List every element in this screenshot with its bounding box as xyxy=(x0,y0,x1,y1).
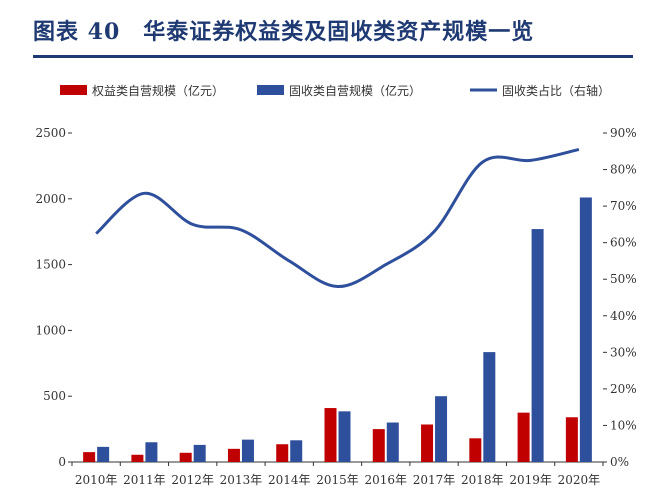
bar-equity xyxy=(227,448,240,462)
x-tick-label: 2010年 xyxy=(75,473,118,487)
y-right-tick-label: 40% xyxy=(610,309,637,323)
legend-swatch-0 xyxy=(60,85,87,95)
ratio-line xyxy=(95,147,580,289)
bar-equity xyxy=(131,454,144,462)
bar-fixed-income xyxy=(483,352,496,462)
bar-fixed-income xyxy=(290,440,303,462)
title-rule xyxy=(33,55,633,58)
x-tick-label: 2018年 xyxy=(461,473,504,487)
bar-equity xyxy=(517,412,530,462)
legend-label-1: 固收类自营规模（亿元） xyxy=(289,83,421,98)
bar-equity xyxy=(83,452,96,462)
x-tick-label: 2019年 xyxy=(509,473,552,487)
bar-equity xyxy=(421,424,434,462)
bar-fixed-income xyxy=(145,442,158,462)
y-right-tick-label: 10% xyxy=(610,418,637,432)
ratio-line-path xyxy=(95,147,580,289)
bars xyxy=(83,197,592,462)
x-tick-label: 2020年 xyxy=(558,473,601,487)
bar-fixed-income xyxy=(435,396,448,462)
y-right-tick-label: 30% xyxy=(610,345,637,359)
y-right-tick-label: 20% xyxy=(610,382,637,396)
axes: 0 500 1000 1500 2000 2500 0% 10% 20% 30% 40% 50% 60%… xyxy=(35,126,636,487)
y-right-tick-label: 60% xyxy=(610,236,637,250)
legend: 权益类自营规模（亿元） 固收类自营规模（亿元） 固收类占比（右轴） xyxy=(60,83,610,98)
y-right-tick-label: 90% xyxy=(610,126,637,140)
bar-fixed-income xyxy=(386,422,399,462)
x-tick-label: 2012年 xyxy=(171,473,214,487)
bar-equity xyxy=(276,444,289,462)
bar-fixed-income xyxy=(579,197,592,462)
figure-title: 图表 40 华泰证券权益类及固收类资产规模一览 xyxy=(33,19,535,45)
legend-label-2: 固收类占比（右轴） xyxy=(502,83,610,98)
x-tick-label: 2011年 xyxy=(123,473,166,487)
y-left-tick-label: 1000 xyxy=(35,323,66,337)
y-left-tick-label: 2000 xyxy=(35,192,66,206)
x-tick-label: 2017年 xyxy=(413,473,456,487)
bar-fixed-income xyxy=(193,444,206,462)
y-right-tick-label: 80% xyxy=(610,163,637,177)
legend-swatch-1 xyxy=(257,85,284,95)
y-left-tick-label: 1500 xyxy=(35,258,66,272)
y-right-tick-label: 50% xyxy=(610,272,637,286)
bar-equity xyxy=(324,408,337,462)
y-left-tick-label: 2500 xyxy=(35,126,66,140)
bar-equity xyxy=(179,452,192,462)
y-right-tick-label: 0% xyxy=(610,455,629,469)
y-left-tick-label: 500 xyxy=(43,389,66,403)
bar-equity xyxy=(372,429,385,462)
bar-fixed-income xyxy=(97,446,110,462)
bar-equity xyxy=(469,438,482,462)
bar-fixed-income xyxy=(531,229,544,462)
y-right-tick-label: 70% xyxy=(610,199,637,213)
bar-equity xyxy=(565,417,578,462)
legend-label-0: 权益类自营规模（亿元） xyxy=(92,83,224,98)
x-tick-label: 2014年 xyxy=(268,473,311,487)
x-tick-label: 2016年 xyxy=(364,473,407,487)
bar-fixed-income xyxy=(241,439,254,462)
x-tick-label: 2015年 xyxy=(316,473,359,487)
y-left-tick-label: 0 xyxy=(58,455,66,469)
x-tick-label: 2013年 xyxy=(220,473,263,487)
bar-fixed-income xyxy=(338,411,351,462)
